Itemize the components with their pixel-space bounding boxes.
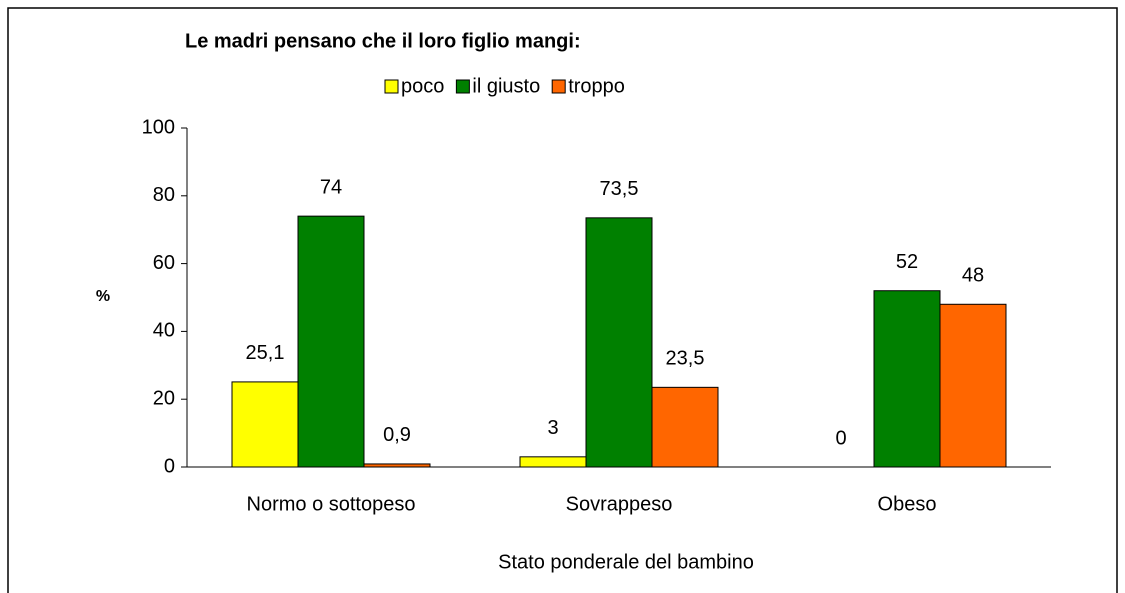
bar (939, 303, 1007, 468)
bar (297, 215, 365, 468)
value-label: 74 (320, 176, 342, 198)
bar (873, 290, 941, 468)
chart-title: Le madri pensano che il loro figlio mang… (185, 30, 581, 52)
y-tick-label: 0 (164, 455, 175, 477)
bar (363, 463, 431, 468)
value-label: 48 (962, 265, 984, 287)
value-label: 0,9 (383, 424, 411, 446)
chart-frame (7, 7, 1118, 593)
legend-swatch (551, 79, 566, 94)
legend-label: poco (401, 75, 444, 97)
value-label: 73,5 (600, 178, 639, 200)
x-axis-label: Stato ponderale del bambino (498, 551, 754, 573)
value-label: 52 (896, 251, 918, 273)
legend-label: troppo (568, 75, 625, 97)
bar (519, 456, 587, 468)
y-tick-label: 60 (153, 252, 175, 274)
value-label: 23,5 (666, 348, 705, 370)
value-label: 3 (547, 417, 558, 439)
legend-label: il giusto (472, 75, 540, 97)
legend-swatch (384, 79, 399, 94)
y-tick-label: 100 (142, 116, 175, 138)
legend-swatch (455, 79, 470, 94)
y-tick-label: 40 (153, 320, 175, 342)
bar (651, 386, 719, 468)
y-axis-label: % (96, 288, 110, 305)
bar (231, 381, 299, 468)
x-tick-label: Sovrappeso (566, 493, 673, 515)
bar (585, 217, 653, 468)
value-label: 0 (835, 427, 846, 449)
x-tick-label: Normo o sottopeso (247, 493, 416, 515)
y-tick-label: 20 (153, 387, 175, 409)
x-tick-label: Obeso (878, 493, 937, 515)
value-label: 25,1 (246, 342, 285, 364)
y-tick-label: 80 (153, 184, 175, 206)
